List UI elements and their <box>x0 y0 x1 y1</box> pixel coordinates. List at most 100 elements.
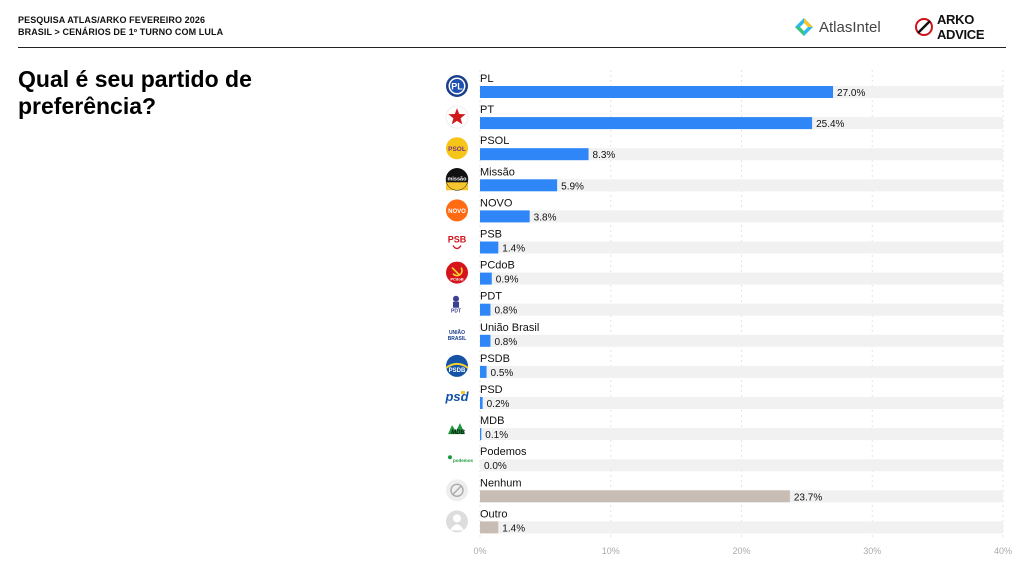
pl-logo-icon: PL <box>446 75 468 97</box>
category-label: Outro <box>480 508 508 520</box>
value-label: 23.7% <box>794 492 822 503</box>
svg-text:PDT: PDT <box>451 309 461 315</box>
svg-text:PSDB: PSDB <box>449 368 466 374</box>
header-divider <box>18 47 1006 48</box>
category-label: União Brasil <box>480 322 539 334</box>
value-label: 0.8% <box>494 306 517 317</box>
svg-text:NOVO: NOVO <box>448 209 466 215</box>
svg-text:PSB: PSB <box>448 235 467 245</box>
value-label: 27.0% <box>837 88 865 99</box>
x-tick-label: 20% <box>732 546 750 556</box>
psd-logo-icon: psd <box>444 389 469 404</box>
bar-row: PDT 0.8% PDT <box>451 291 1003 317</box>
pt-star-icon <box>445 105 469 129</box>
category-label: Missão <box>480 166 515 178</box>
category-label: PCdoB <box>480 260 515 272</box>
bar <box>480 521 499 534</box>
bar-row: PT 25.4% <box>445 104 1003 130</box>
bar-row: PL 27.0% PL <box>446 73 1003 99</box>
bar-track <box>480 365 1003 378</box>
svg-text:PL: PL <box>451 82 463 92</box>
value-label: 25.4% <box>816 119 844 130</box>
svg-text:psd: psd <box>444 389 469 404</box>
bar-row: Nenhum 23.7% <box>446 477 1003 503</box>
value-label: 8.3% <box>593 150 616 161</box>
bar-row: NOVO 3.8% NOVO <box>446 197 1003 223</box>
value-label: 0.2% <box>487 399 510 410</box>
value-label: 0.0% <box>484 461 507 472</box>
bar <box>480 490 790 503</box>
bar <box>480 397 483 409</box>
bar-row: União Brasil 0.8% UNIÃO BRASIL <box>448 322 1003 348</box>
bar <box>480 241 499 254</box>
bar <box>480 365 487 378</box>
category-label: PSD <box>480 384 503 396</box>
category-label: PSDB <box>480 353 510 365</box>
x-tick-label: 0% <box>473 546 486 556</box>
bar-row: PCdoB 0.9% PCdoB <box>446 260 1003 286</box>
missao-logo-icon: missão <box>445 168 469 191</box>
psol-logo-icon: PSOL <box>446 137 468 160</box>
value-label: 5.9% <box>561 181 584 192</box>
bar-track <box>480 179 1003 192</box>
psb-logo-icon: PSB <box>448 235 467 250</box>
bar-track <box>480 334 1003 347</box>
bar-track <box>480 428 1003 441</box>
bar-track <box>480 521 1003 534</box>
bar-track <box>480 241 1003 254</box>
category-label: Podemos <box>480 446 527 458</box>
atlasintel-logo: AtlasIntel <box>794 15 881 39</box>
bar-row: Missão 5.9% missão <box>445 166 1003 192</box>
bar-row: PSOL 8.3% PSOL <box>446 135 1003 161</box>
svg-text:PCdoB: PCdoB <box>450 277 463 282</box>
psdb-logo-icon: PSDB <box>445 354 469 377</box>
bar-row: PSD 0.2% psd <box>444 384 1003 410</box>
survey-breadcrumb: BRASIL > CENÁRIOS DE 1º TURNO COM LULA <box>18 27 224 37</box>
atlasintel-logo-icon <box>795 18 813 36</box>
novo-logo-icon: NOVO <box>446 199 468 222</box>
category-label: PDT <box>480 291 502 303</box>
value-label: 0.8% <box>494 337 517 348</box>
category-label: PSOL <box>480 135 509 147</box>
value-label: 0.1% <box>485 430 508 441</box>
category-label: MDB <box>480 415 504 427</box>
svg-text:missão: missão <box>448 176 468 182</box>
bar <box>480 272 492 285</box>
atlasintel-logo-text: AtlasIntel <box>819 18 881 36</box>
category-label: PL <box>480 73 493 85</box>
bar-track <box>480 303 1003 316</box>
arko-advice-logo: ARKO ADVICE <box>914 12 1024 42</box>
value-label: 0.5% <box>491 368 514 379</box>
arko-advice-logo-icon <box>914 18 933 36</box>
category-label: NOVO <box>480 197 513 209</box>
bar-track <box>480 397 1003 409</box>
svg-text:MDB: MDB <box>451 430 465 436</box>
value-label: 3.8% <box>534 212 557 223</box>
svg-text:podemos: podemos <box>453 458 473 463</box>
bar <box>480 210 530 223</box>
bar-row: MDB 0.1% MDB <box>448 415 1003 441</box>
x-tick-label: 30% <box>863 546 881 556</box>
survey-title: PESQUISA ATLAS/ARKO FEVEREIRO 2026 <box>18 15 206 25</box>
category-label: PSB <box>480 229 502 241</box>
bar <box>480 303 491 316</box>
bar <box>480 86 834 98</box>
bar-row: Outro 1.4% <box>446 508 1003 534</box>
bar <box>480 334 491 347</box>
bar <box>480 428 482 441</box>
bar <box>480 117 813 130</box>
question-title: Qual é seu partido de preferência? <box>18 66 252 119</box>
survey-header: PESQUISA ATLAS/ARKO FEVEREIRO 2026 BRASI… <box>18 14 223 38</box>
bar <box>480 148 589 161</box>
person-icon <box>446 510 468 533</box>
bar-track <box>480 272 1003 285</box>
no-entry-icon <box>446 479 468 502</box>
bar-row: Podemos 0.0% podemos <box>448 446 1003 472</box>
category-label: PT <box>480 104 494 116</box>
value-label: 1.4% <box>502 244 525 255</box>
arko-advice-logo-text: ARKO ADVICE <box>936 12 985 42</box>
x-tick-label: 10% <box>602 546 620 556</box>
